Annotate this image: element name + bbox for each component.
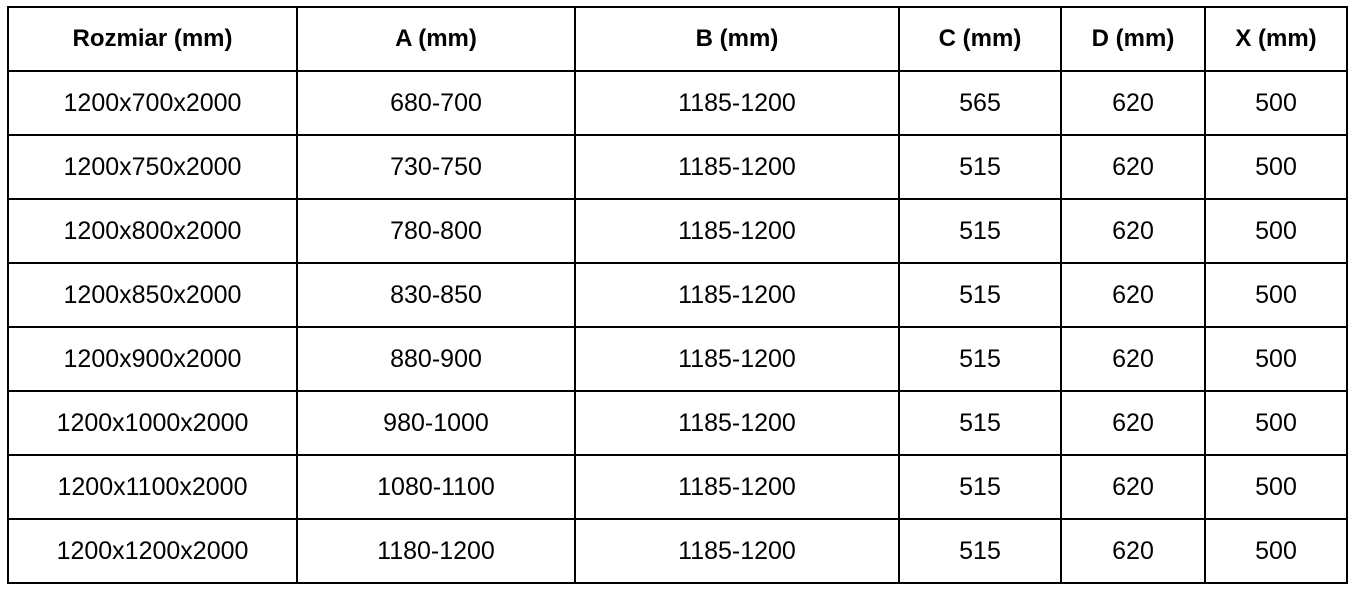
cell-c: 515 [898, 134, 1062, 200]
cell-size: 1200x1200x2000 [7, 518, 298, 584]
cell-a: 980-1000 [296, 390, 576, 456]
cell-c: 515 [898, 454, 1062, 520]
cell-d: 620 [1060, 390, 1206, 456]
cell-x: 500 [1204, 326, 1348, 392]
cell-b: 1185-1200 [574, 390, 900, 456]
cell-d: 620 [1060, 326, 1206, 392]
cell-a: 680-700 [296, 70, 576, 136]
cell-b: 1185-1200 [574, 454, 900, 520]
cell-b: 1185-1200 [574, 326, 900, 392]
column-header-a: A (mm) [296, 6, 576, 72]
table-row: 1200x700x2000 680-700 1185-1200 565 620 500 [7, 70, 1348, 136]
cell-d: 620 [1060, 262, 1206, 328]
dimensions-table: Rozmiar (mm) A (mm) B (mm) C (mm) D (mm) X (m… [7, 6, 1348, 584]
table-row: 1200x900x2000 880-900 1185-1200 515 620 500 [7, 326, 1348, 392]
cell-size: 1200x900x2000 [7, 326, 298, 392]
column-header-size: Rozmiar (mm) [7, 6, 298, 72]
cell-c: 515 [898, 262, 1062, 328]
cell-c: 515 [898, 518, 1062, 584]
header-row: Rozmiar (mm) A (mm) B (mm) C (mm) D (mm) X (m… [7, 6, 1348, 72]
cell-b: 1185-1200 [574, 262, 900, 328]
cell-d: 620 [1060, 454, 1206, 520]
cell-size: 1200x850x2000 [7, 262, 298, 328]
cell-b: 1185-1200 [574, 518, 900, 584]
cell-d: 620 [1060, 518, 1206, 584]
cell-x: 500 [1204, 70, 1348, 136]
cell-x: 500 [1204, 262, 1348, 328]
cell-c: 515 [898, 326, 1062, 392]
cell-d: 620 [1060, 134, 1206, 200]
cell-size: 1200x700x2000 [7, 70, 298, 136]
column-header-b: B (mm) [574, 6, 900, 72]
table-row: 1200x1200x2000 1180-1200 1185-1200 515 620 50… [7, 518, 1348, 584]
cell-size: 1200x750x2000 [7, 134, 298, 200]
table-row: 1200x850x2000 830-850 1185-1200 515 620 500 [7, 262, 1348, 328]
table-row: 1200x1100x2000 1080-1100 1185-1200 515 620 50… [7, 454, 1348, 520]
cell-x: 500 [1204, 390, 1348, 456]
cell-size: 1200x800x2000 [7, 198, 298, 264]
cell-x: 500 [1204, 134, 1348, 200]
cell-c: 565 [898, 70, 1062, 136]
cell-b: 1185-1200 [574, 134, 900, 200]
cell-x: 500 [1204, 454, 1348, 520]
cell-c: 515 [898, 198, 1062, 264]
cell-size: 1200x1100x2000 [7, 454, 298, 520]
cell-x: 500 [1204, 198, 1348, 264]
table-row: 1200x1000x2000 980-1000 1185-1200 515 620 500 [7, 390, 1348, 456]
cell-a: 830-850 [296, 262, 576, 328]
table-row: 1200x750x2000 730-750 1185-1200 515 620 500 [7, 134, 1348, 200]
cell-d: 620 [1060, 198, 1206, 264]
cell-a: 1180-1200 [296, 518, 576, 584]
cell-a: 730-750 [296, 134, 576, 200]
cell-d: 620 [1060, 70, 1206, 136]
cell-a: 780-800 [296, 198, 576, 264]
column-header-d: D (mm) [1060, 6, 1206, 72]
cell-a: 1080-1100 [296, 454, 576, 520]
cell-a: 880-900 [296, 326, 576, 392]
cell-c: 515 [898, 390, 1062, 456]
cell-b: 1185-1200 [574, 198, 900, 264]
column-header-x: X (mm) [1204, 6, 1348, 72]
cell-b: 1185-1200 [574, 70, 900, 136]
cell-size: 1200x1000x2000 [7, 390, 298, 456]
column-header-c: C (mm) [898, 6, 1062, 72]
table-row: 1200x800x2000 780-800 1185-1200 515 620 500 [7, 198, 1348, 264]
cell-x: 500 [1204, 518, 1348, 584]
